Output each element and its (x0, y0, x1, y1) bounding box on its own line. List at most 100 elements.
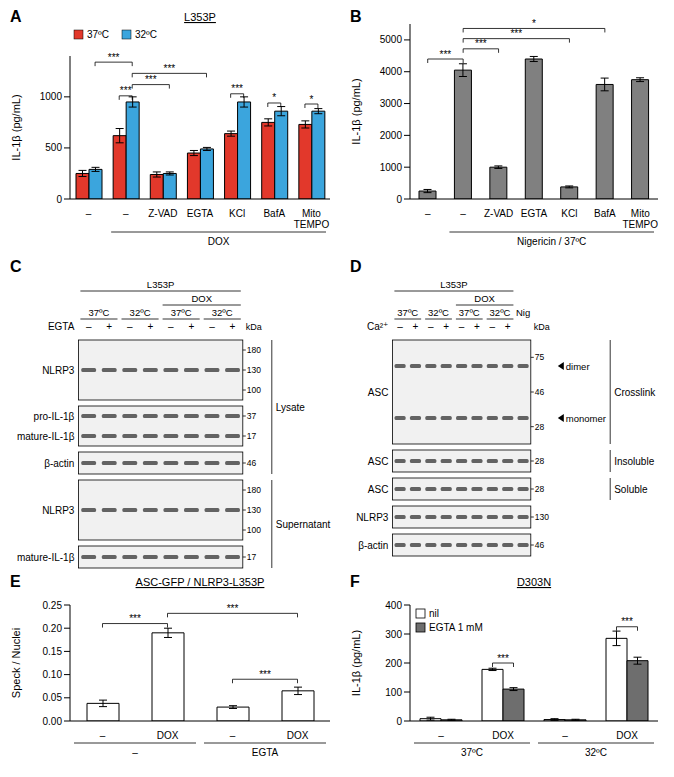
svg-text:DOX: DOX (492, 730, 514, 741)
svg-text:***: *** (108, 52, 120, 63)
svg-text:0.20: 0.20 (43, 623, 63, 634)
svg-text:+: + (230, 321, 236, 332)
svg-text:400: 400 (385, 600, 402, 611)
svg-text:***: *** (145, 74, 157, 85)
svg-text:–: – (132, 747, 138, 758)
svg-text:β-actin: β-actin (358, 540, 388, 551)
svg-text:28: 28 (535, 484, 545, 494)
svg-text:32ºC: 32ºC (428, 307, 449, 318)
svg-text:5000: 5000 (380, 34, 403, 45)
svg-text:37ºC: 37ºC (461, 747, 483, 758)
svg-text:*: * (309, 94, 313, 105)
svg-text:*: * (532, 18, 536, 29)
svg-text:***: *** (227, 603, 239, 614)
svg-text:+: + (505, 321, 511, 332)
svg-text:Insoluble: Insoluble (614, 456, 654, 467)
svg-text:32ºC: 32ºC (212, 307, 233, 318)
svg-text:BafA: BafA (594, 208, 616, 219)
svg-text:0: 0 (56, 194, 62, 205)
svg-text:37ºC: 37ºC (88, 307, 109, 318)
svg-text:500: 500 (45, 142, 62, 153)
svg-text:180: 180 (247, 485, 261, 495)
svg-text:NLRP3: NLRP3 (42, 365, 75, 376)
svg-text:***: *** (510, 28, 522, 39)
svg-text:+: + (443, 321, 449, 332)
svg-text:180: 180 (247, 345, 261, 355)
svg-text:37: 37 (247, 411, 257, 421)
svg-text:+: + (189, 321, 195, 332)
svg-text:+: + (147, 321, 153, 332)
svg-text:***: *** (497, 653, 509, 664)
svg-text:300: 300 (385, 629, 402, 640)
svg-text:F: F (350, 573, 360, 590)
svg-text:–: – (100, 730, 106, 741)
svg-text:–: – (459, 321, 465, 332)
svg-text:46: 46 (535, 387, 545, 397)
svg-text:3000: 3000 (380, 98, 403, 109)
svg-text:L353P: L353P (440, 279, 467, 290)
svg-text:ASC: ASC (368, 456, 389, 467)
svg-text:Z-VAD: Z-VAD (484, 208, 513, 219)
svg-text:kDa: kDa (246, 322, 262, 332)
svg-text:C: C (10, 258, 22, 275)
svg-text:–: – (428, 321, 434, 332)
svg-text:KCl: KCl (561, 208, 577, 219)
svg-text:***: *** (231, 83, 243, 94)
svg-text:MitoTEMPO: MitoTEMPO (623, 208, 659, 230)
svg-text:IL-1β (pg/mL): IL-1β (pg/mL) (10, 94, 22, 160)
svg-text:100: 100 (247, 385, 261, 395)
svg-text:***: *** (475, 38, 487, 49)
svg-text:+: + (474, 321, 480, 332)
svg-text:kDa: kDa (534, 322, 550, 332)
svg-text:NLRP3: NLRP3 (42, 505, 75, 516)
svg-text:200: 200 (385, 658, 402, 669)
svg-text:B: B (350, 8, 362, 25)
svg-text:Ca²⁺: Ca²⁺ (367, 321, 388, 332)
svg-text:28: 28 (535, 456, 545, 466)
svg-text:MitoTEMPO: MitoTEMPO (294, 208, 330, 230)
svg-text:32ºC: 32ºC (135, 29, 157, 40)
svg-text:DOX: DOX (208, 236, 230, 247)
svg-text:37ºC: 37ºC (397, 307, 418, 318)
svg-text:37ºC: 37ºC (459, 307, 480, 318)
svg-text:nil: nil (429, 608, 439, 619)
svg-text:NLRP3: NLRP3 (356, 512, 389, 523)
svg-text:D303N: D303N (517, 576, 551, 588)
svg-text:–: – (209, 321, 215, 332)
svg-text:IL-1β (pg/mL): IL-1β (pg/mL) (350, 78, 362, 144)
svg-text:–: – (425, 208, 431, 219)
svg-text:***: *** (164, 63, 176, 74)
svg-text:+: + (413, 321, 419, 332)
svg-text:KCl: KCl (229, 208, 245, 219)
svg-text:37ºC: 37ºC (171, 307, 192, 318)
svg-text:100: 100 (247, 525, 261, 535)
svg-text:1000: 1000 (40, 91, 63, 102)
svg-text:32ºC: 32ºC (490, 307, 511, 318)
svg-text:–: – (562, 730, 568, 741)
svg-text:46: 46 (535, 540, 545, 550)
svg-text:0: 0 (396, 716, 402, 727)
svg-text:DOX: DOX (474, 293, 495, 304)
svg-text:32ºC: 32ºC (130, 307, 151, 318)
svg-text:28: 28 (535, 422, 545, 432)
svg-text:–: – (86, 321, 92, 332)
svg-text:–: – (397, 321, 403, 332)
svg-text:–: – (123, 208, 129, 219)
svg-text:DOX: DOX (287, 730, 309, 741)
svg-text:ASC-GFP / NLRP3-L353P: ASC-GFP / NLRP3-L353P (136, 576, 265, 588)
svg-text:Z-VAD: Z-VAD (148, 208, 177, 219)
svg-text:Nig: Nig (516, 307, 530, 318)
svg-text:E: E (10, 573, 21, 590)
svg-text:Soluble: Soluble (614, 484, 648, 495)
svg-text:0.15: 0.15 (43, 646, 63, 657)
svg-text:DOX: DOX (616, 730, 638, 741)
svg-text:17: 17 (247, 431, 257, 441)
svg-text:Nigericin / 37ºC: Nigericin / 37ºC (517, 236, 586, 247)
svg-text:mature-IL-1β: mature-IL-1β (17, 552, 75, 563)
svg-text:L353P: L353P (147, 279, 174, 290)
svg-text:Lysate: Lysate (276, 402, 306, 413)
svg-text:–: – (127, 321, 133, 332)
svg-text:BafA: BafA (263, 208, 285, 219)
svg-text:monomer: monomer (566, 413, 606, 424)
svg-text:+: + (106, 321, 112, 332)
